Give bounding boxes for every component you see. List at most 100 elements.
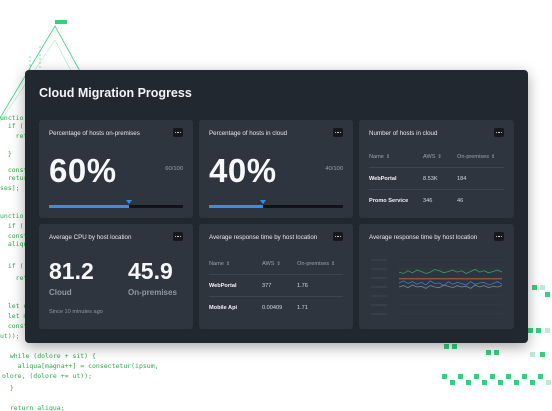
card-onprem-percentage: Percentage of hosts on-premises 60% 60/1…: [39, 120, 193, 218]
cell-name: WebPortal: [369, 176, 397, 182]
pixel-block: [536, 328, 541, 333]
column-header-name[interactable]: Name ⇕: [369, 154, 391, 160]
fraction-label: 60/100: [165, 166, 183, 172]
background-code-line: }: [0, 150, 12, 158]
more-dots-icon[interactable]: [333, 128, 343, 137]
pixel-block: [506, 374, 511, 379]
series-line-3[interactable]: [398, 280, 503, 287]
background-code-line: const: [0, 232, 28, 240]
background-code-line: if (: [0, 222, 24, 230]
pixel-block: [545, 292, 550, 297]
fraction-label: 40/100: [325, 166, 343, 172]
sort-updown-icon[interactable]: ⇕: [225, 261, 231, 267]
pixel-block: [474, 374, 479, 379]
pixel-block: [458, 374, 463, 379]
background-code-line: const: [0, 322, 28, 330]
background-code-line: retu: [0, 274, 32, 282]
hosts-table: Name ⇕ AWS ⇕ On-premises ⇕ WebPortal 8.53K …: [369, 146, 504, 212]
pixel-block: [530, 352, 535, 357]
card-response-chart: Average response time by host location: [359, 224, 514, 329]
column-header-aws[interactable]: AWS ⇕: [262, 261, 281, 267]
onprem-cpu-label: On-premises: [128, 288, 177, 297]
series-line-1[interactable]: [398, 269, 503, 274]
response-table: Name ⇕ AWS ⇕ On-premises ⇕ WebPortal 377 1.…: [209, 253, 343, 319]
pixel-block: [490, 374, 495, 379]
more-dots-icon[interactable]: [173, 232, 183, 241]
pixel-block: [55, 20, 67, 24]
table-row[interactable]: WebPortal 377 1.76: [209, 275, 343, 297]
background-code-line: return aliqua;: [2, 404, 65, 411]
table-row[interactable]: Promo Service 346 46: [369, 190, 504, 212]
background-code-line: aliqua: [0, 240, 32, 248]
more-dots-icon[interactable]: [494, 232, 504, 241]
cloud-cpu-label: Cloud: [49, 288, 72, 297]
background-code-line: ses];: [0, 184, 20, 192]
sort-updown-icon[interactable]: ⇕: [385, 154, 391, 160]
pixel-block: [545, 328, 550, 333]
cell-aws: 0.00409: [262, 305, 283, 311]
timestamp: Since 10 minutes ago: [49, 309, 103, 315]
cell-onprem: 1.76: [297, 283, 308, 289]
progress-bar: [49, 200, 183, 208]
pixel-block: [540, 285, 545, 290]
background-code-line: unctio: [0, 212, 24, 220]
card-title: Average CPU by host location: [49, 234, 132, 241]
more-dots-icon[interactable]: [173, 128, 183, 137]
progress-marker: [126, 200, 133, 204]
more-dots-icon[interactable]: [494, 128, 504, 137]
pixel-block: [466, 380, 471, 385]
sort-updown-icon[interactable]: ⇕: [331, 261, 336, 267]
pixel-block: [444, 344, 449, 349]
cell-onprem: 46: [457, 198, 464, 204]
card-title: Average response time by host location: [369, 234, 478, 241]
sort-updown-icon[interactable]: ⇕: [437, 154, 442, 160]
pixel-block: [486, 350, 491, 355]
cell-aws: 8.53K: [423, 176, 438, 182]
background-code-line: if (: [0, 122, 24, 130]
card-response-table: Average response time by host location N…: [199, 224, 353, 329]
table-header-row: Name ⇕ AWS ⇕ On-premises ⇕: [209, 253, 343, 275]
table-row[interactable]: WebPortal 8.53K 184: [369, 168, 504, 190]
column-header-onprem[interactable]: On-premises ⇕: [297, 261, 336, 267]
background-code-line: let d: [0, 302, 28, 310]
sort-updown-icon[interactable]: ⇕: [276, 261, 281, 267]
background-code-line: while (dolore + sit) {: [2, 352, 96, 360]
response-time-chart: [371, 259, 503, 315]
series-line-4[interactable]: [398, 284, 503, 289]
column-header-aws[interactable]: AWS ⇕: [423, 154, 442, 160]
pixel-block: [450, 380, 455, 385]
table-row[interactable]: Mobile Api 0.00409 1.71: [209, 297, 343, 319]
dashboard-panel: Cloud Migration Progress Percentage of h…: [25, 70, 528, 343]
pixel-block: [494, 350, 499, 355]
pixel-block: [532, 285, 537, 290]
card-cpu: Average CPU by host location 81.2 Cloud …: [39, 224, 193, 329]
progress-bar: [209, 200, 343, 208]
cell-onprem: 184: [457, 176, 467, 182]
column-header-onprem[interactable]: On-premises ⇕: [457, 154, 496, 160]
progress-fill: [49, 205, 130, 208]
pixel-block: [530, 380, 535, 385]
more-dots-icon[interactable]: [333, 232, 343, 241]
cloud-cpu-value: 81.2: [49, 258, 94, 284]
pixel-block: [522, 374, 527, 379]
sort-updown-icon[interactable]: ⇕: [491, 154, 496, 160]
card-title: Percentage of hosts on-premises: [49, 130, 140, 137]
percentage-value: 40%: [209, 152, 277, 189]
card-cloud-hosts: Number of hosts in cloud Name ⇕ AWS ⇕ On-p…: [359, 120, 514, 218]
cell-aws: 346: [423, 198, 433, 204]
background-code-line: ret: [0, 132, 28, 140]
pixel-block: [540, 352, 545, 357]
pixel-block: [528, 328, 533, 333]
onprem-cpu-value: 45.9: [128, 258, 173, 284]
background-code-line: }: [2, 384, 14, 392]
pixel-block: [514, 380, 519, 385]
pixel-block: [546, 380, 551, 385]
background-code-line: unctio: [0, 114, 24, 122]
card-title: Average response time by host location: [209, 234, 318, 241]
cell-name: Promo Service: [369, 198, 409, 204]
cell-name: Mobile Api: [209, 305, 238, 311]
column-header-name[interactable]: Name ⇕: [209, 261, 231, 267]
card-title: Number of hosts in cloud: [369, 130, 438, 137]
pixel-block: [482, 380, 487, 385]
